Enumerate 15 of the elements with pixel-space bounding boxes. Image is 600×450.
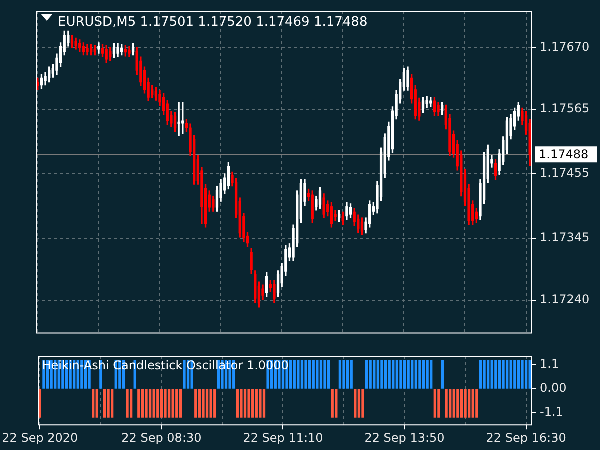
y-tick-label: 1.17670 xyxy=(540,40,590,54)
y-tick-label: 1.17455 xyxy=(540,166,590,180)
y-tick-label: 1.17240 xyxy=(540,292,590,306)
y-tick-label: -1.1 xyxy=(540,405,564,420)
x-tick-label: 22 Sep 16:30 xyxy=(486,430,566,445)
x-tick-label: 22 Sep 2020 xyxy=(2,430,78,445)
x-tick-label: 22 Sep 11:10 xyxy=(243,430,324,445)
x-tick-label: 22 Sep 13:50 xyxy=(364,430,445,445)
x-tick-label: 22 Sep 08:30 xyxy=(122,430,202,445)
y-tick-label: 1.1 xyxy=(540,357,560,372)
y-tick-label: 1.17565 xyxy=(540,101,590,116)
ref-line-label: 1.17488 xyxy=(539,148,589,162)
y-tick-label: 1.17345 xyxy=(540,230,590,245)
chart-title: EURUSD,M5 1.17501 1.17520 1.17469 1.17488 xyxy=(58,15,368,30)
y-tick-label: 0.00 xyxy=(540,381,567,396)
